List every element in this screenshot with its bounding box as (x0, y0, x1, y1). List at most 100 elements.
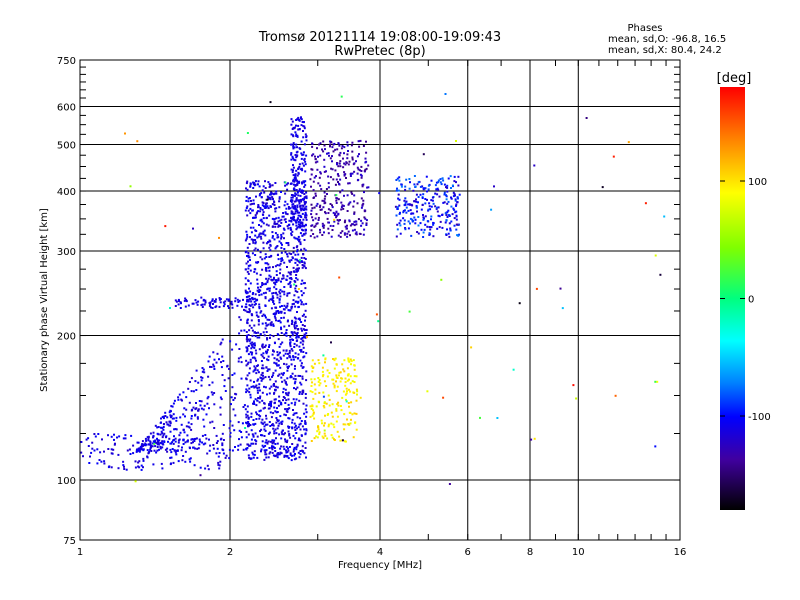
data-point (291, 349, 294, 352)
data-point (212, 444, 215, 446)
data-point (280, 305, 283, 307)
data-point (349, 201, 352, 204)
data-point (314, 155, 316, 158)
data-point (169, 442, 172, 445)
data-point (293, 331, 296, 334)
data-point (299, 318, 301, 321)
data-point (277, 277, 280, 280)
data-point (249, 236, 251, 239)
data-point (265, 414, 267, 417)
data-point (332, 225, 335, 227)
data-point (244, 251, 247, 254)
data-point (396, 228, 399, 231)
data-point (278, 319, 281, 322)
data-point (271, 374, 274, 377)
data-point (288, 351, 291, 354)
data-point (253, 403, 256, 405)
data-point (263, 435, 266, 437)
data-point (182, 455, 185, 457)
data-point (408, 178, 411, 180)
data-point (219, 396, 222, 399)
data-point (249, 393, 252, 396)
data-point (299, 259, 301, 262)
data-point (276, 296, 279, 299)
data-point (208, 302, 211, 305)
data-point (415, 193, 418, 196)
data-point (572, 384, 575, 387)
data-point (443, 193, 446, 196)
data-point (310, 203, 313, 206)
data-point (447, 177, 450, 180)
data-point (300, 152, 303, 155)
data-point (295, 133, 298, 136)
data-point (270, 402, 272, 405)
data-point (336, 385, 339, 388)
data-point (282, 227, 285, 230)
data-point (248, 387, 251, 390)
data-point (269, 401, 272, 403)
data-point (301, 225, 303, 228)
data-point (278, 301, 281, 304)
data-point (117, 467, 120, 470)
data-point (301, 212, 304, 215)
data-point (395, 214, 398, 217)
data-point (319, 172, 322, 175)
data-point (351, 150, 354, 153)
data-point (153, 442, 156, 445)
data-point (294, 261, 297, 264)
data-point (291, 155, 294, 158)
data-point (296, 135, 299, 138)
data-point (260, 310, 263, 313)
data-point (282, 391, 285, 394)
data-point (272, 324, 275, 327)
data-point (190, 442, 193, 445)
y-tick-label: 600 (57, 103, 76, 114)
data-point (257, 204, 260, 206)
data-point (364, 217, 367, 220)
data-point (147, 436, 150, 439)
data-point (323, 406, 326, 409)
data-point (294, 173, 297, 176)
data-point (353, 228, 356, 231)
data-point (341, 204, 344, 207)
data-point (144, 437, 147, 440)
data-point (396, 187, 398, 190)
data-point (174, 299, 177, 302)
data-point (261, 258, 264, 261)
data-point (292, 434, 295, 437)
data-point (342, 157, 344, 160)
data-point (656, 380, 659, 383)
data-point (430, 218, 432, 221)
data-point (275, 292, 278, 295)
data-point (157, 426, 160, 428)
data-point (283, 413, 286, 416)
data-point (288, 207, 290, 210)
data-point (269, 275, 272, 278)
data-point (184, 460, 187, 463)
data-point (141, 440, 144, 443)
data-point (201, 303, 204, 306)
data-point (219, 413, 222, 416)
data-point (312, 233, 315, 235)
data-point (291, 120, 294, 123)
data-point (323, 422, 326, 425)
data-point (253, 202, 255, 205)
y-tick-label: 750 (57, 56, 76, 67)
data-point (291, 303, 294, 306)
data-point (303, 181, 306, 184)
data-point (249, 304, 252, 307)
data-point (276, 407, 278, 410)
data-point (303, 257, 306, 259)
data-point (479, 416, 481, 419)
data-point (227, 305, 229, 308)
data-point (293, 283, 296, 286)
data-point (323, 424, 325, 427)
data-point (244, 209, 247, 212)
data-point (282, 399, 284, 402)
data-point (348, 202, 351, 205)
data-point (213, 365, 216, 368)
data-point (245, 331, 248, 333)
data-point (272, 372, 275, 375)
data-point (255, 418, 258, 420)
data-point (220, 398, 223, 401)
